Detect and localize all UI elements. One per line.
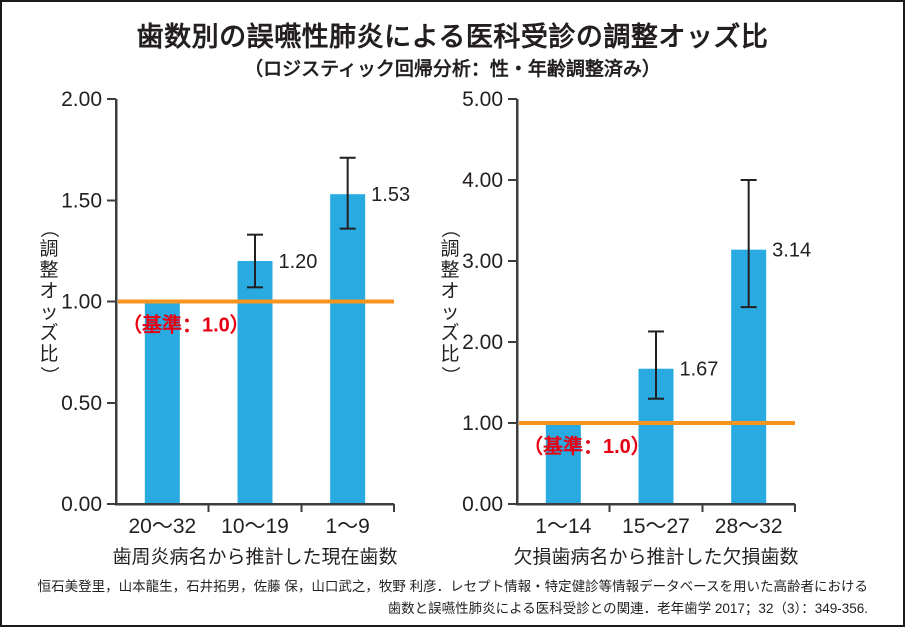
y-axis-title-char: ズ (39, 322, 59, 344)
y-axis-title-left: （調整オッズ比） (33, 99, 65, 504)
x-tick-label: 20〜32 (128, 515, 196, 538)
bar-chart-current-teeth: 0.00 0.50 1.00 1.50 2.00 20〜32 10〜19 1〜9 歯周炎病名から… (61, 88, 410, 568)
page-subtitle: （ロジスティック回帰分析：性・年齢調整済み） (244, 59, 661, 80)
y-axis-title-char: ズ (440, 322, 460, 344)
bar-20〜32 (144, 301, 180, 504)
x-tick-label: 15〜27 (622, 515, 690, 538)
y-axis-title-right: （調整オッズ比） (434, 99, 466, 504)
citation-line-2: 歯数と誤嚥性肺炎による医科受診との関連．老年歯学 2017；32（3）：349-… (387, 601, 868, 616)
y-tick-label: 2.00 (462, 331, 503, 354)
y-axis-title-char: オ (39, 280, 59, 302)
citation-line-1: 恒石美登里，山本龍生，石井拓男，佐藤 保，山口武之，牧野 利彦．レセプト情報・特… (37, 579, 868, 594)
x-tick-label: 1〜14 (535, 515, 591, 538)
y-tick-label: 1.00 (462, 412, 503, 435)
bar-1〜14 (545, 423, 581, 504)
y-axis-title-char: ッ (440, 301, 460, 323)
bar-chart-missing-teeth: 0.00 1.00 2.00 3.00 4.00 5.00 1〜14 15〜27 28〜32 欠損… (462, 88, 811, 568)
bar-10〜19 (237, 261, 273, 504)
y-tick-label: 0.00 (462, 493, 503, 516)
y-tick-label: 1.50 (61, 189, 102, 212)
citation: 恒石美登里，山本龍生，石井拓男，佐藤 保，山口武之，牧野 利彦．レセプト情報・特… (38, 576, 868, 620)
y-axis-title-char: ッ (39, 301, 59, 323)
bar-value-label: 1.67 (680, 359, 719, 381)
bar-value-label: 1.20 (279, 251, 318, 273)
reference-label: （基準：1.0） (523, 434, 651, 458)
y-axis-title-char: 整 (440, 259, 460, 281)
chart-missing-teeth: （調整オッズ比） 0.00 1.00 2.00 3.00 4.00 5.00 1〜14 15〜… (422, 82, 902, 582)
y-axis-title-char: 比 (39, 343, 59, 365)
y-axis-title-char: 比 (440, 343, 460, 365)
y-axis-title-char: 調 (39, 238, 59, 260)
page-title: 歯数別の誤嚥性肺炎による医科受診の調整オッズ比 (136, 22, 769, 52)
y-tick-label: 1.00 (61, 291, 102, 314)
y-axis-title-char: オ (440, 280, 460, 302)
y-tick-label: 2.00 (61, 88, 102, 111)
bar-value-label: 3.14 (772, 240, 811, 262)
bar-value-label: 1.53 (371, 184, 410, 206)
x-tick-label: 10〜19 (221, 515, 289, 538)
y-tick-label: 3.00 (462, 250, 503, 273)
y-tick-label: 0.50 (61, 392, 102, 415)
y-tick-label: 4.00 (462, 169, 503, 192)
y-axis-title-char: 整 (39, 259, 59, 281)
x-axis-title: 歯周炎病名から推計した現在歯数 (112, 546, 397, 568)
bar-1〜9 (330, 194, 366, 505)
x-tick-label: 1〜9 (325, 515, 369, 538)
x-axis-title: 欠損歯病名から推計した欠損歯数 (513, 546, 798, 568)
x-tick-label: 28〜32 (715, 515, 783, 538)
reference-label: （基準：1.0） (122, 313, 250, 337)
y-tick-label: 0.00 (61, 493, 102, 516)
chart-current-teeth: （調整オッズ比） 0.00 0.50 1.00 1.50 2.00 20〜32 10〜19 1… (21, 82, 501, 582)
y-tick-label: 5.00 (462, 88, 503, 111)
y-axis-title-char: 調 (440, 238, 460, 260)
